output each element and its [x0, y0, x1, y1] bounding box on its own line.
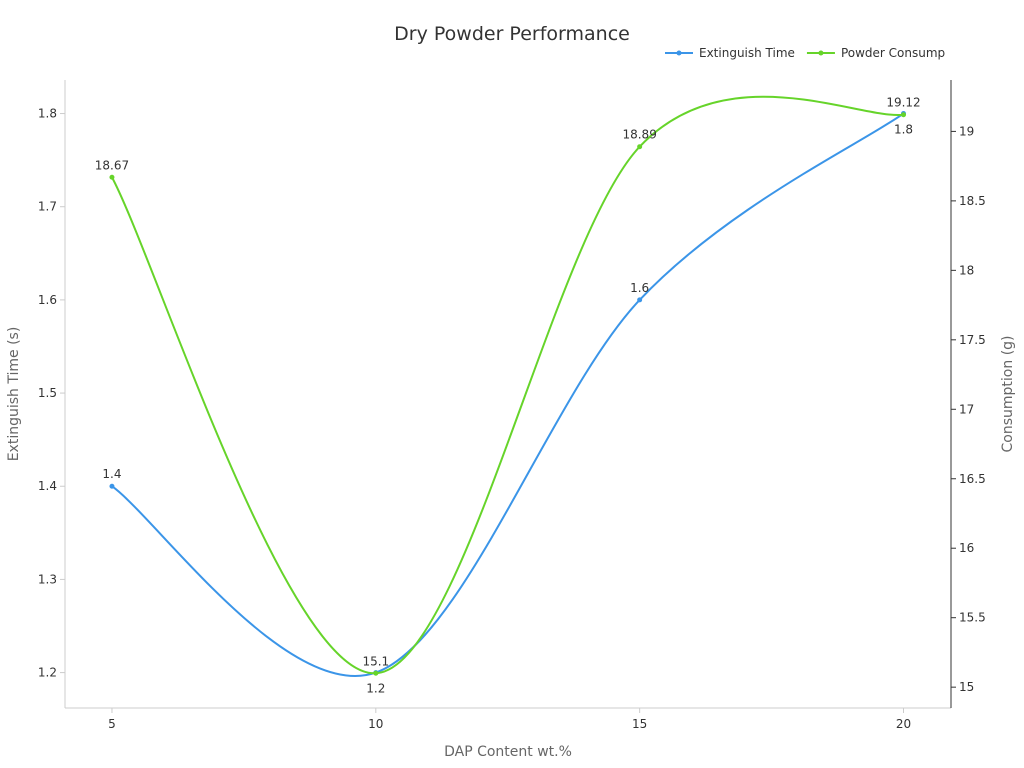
- data-label: 1.8: [894, 123, 913, 137]
- x-tick-label: 20: [896, 717, 911, 731]
- data-label: 1.4: [102, 467, 121, 481]
- y-left-tick-label: 1.7: [38, 200, 57, 214]
- data-label: 1.6: [630, 281, 649, 295]
- x-tick-label: 5: [108, 717, 116, 731]
- y-left-tick-label: 1.8: [38, 107, 57, 121]
- data-point: [901, 112, 907, 118]
- y-right-tick-label: 18.5: [959, 194, 986, 208]
- legend-marker: [676, 50, 682, 56]
- data-point: [109, 174, 115, 180]
- series-line-1: [111, 112, 905, 677]
- y-left-tick-label: 1.3: [38, 572, 57, 586]
- y-right-tick-label: 15: [959, 680, 974, 694]
- y-right-tick-label: 15.5: [959, 611, 986, 625]
- y-right-tick-label: 17.5: [959, 333, 986, 347]
- chart-title: Dry Powder Performance: [394, 23, 630, 45]
- legend-item-1[interactable]: Extinguish Time: [699, 46, 795, 60]
- legend: Extinguish Time Powder Consump: [665, 46, 945, 60]
- y-left-tick-label: 1.4: [38, 479, 57, 493]
- y-axis-left-label: Extinguish Time (s): [6, 327, 22, 462]
- legend-item-2[interactable]: Powder Consump: [841, 46, 945, 60]
- y-right-tick-label: 16.5: [959, 472, 986, 486]
- x-tick-label: 15: [632, 717, 647, 731]
- data-point: [637, 297, 643, 303]
- data-label: 15.1: [362, 654, 389, 668]
- y-right-tick-label: 17: [959, 402, 974, 416]
- data-point: [637, 144, 643, 150]
- data-label: 18.89: [622, 128, 656, 142]
- data-point: [373, 670, 379, 676]
- legend-marker: [818, 50, 824, 56]
- y-axis-right-label: Consumption (g): [1000, 336, 1016, 453]
- y-left-tick-label: 1.6: [38, 293, 57, 307]
- data-label: 18.67: [95, 158, 129, 172]
- data-label: 19.12: [886, 96, 920, 110]
- data-label: 1.2: [366, 682, 385, 696]
- series-line-2: [111, 95, 904, 675]
- x-axis-label: DAP Content wt.%: [444, 744, 572, 760]
- y-right-tick-label: 18: [959, 263, 974, 277]
- y-left-tick-label: 1.2: [38, 666, 57, 680]
- x-tick-label: 10: [368, 717, 383, 731]
- data-point: [109, 483, 115, 489]
- y-right-tick-label: 16: [959, 541, 974, 555]
- y-left-tick-label: 1.5: [38, 386, 57, 400]
- y-right-tick-label: 19: [959, 124, 974, 138]
